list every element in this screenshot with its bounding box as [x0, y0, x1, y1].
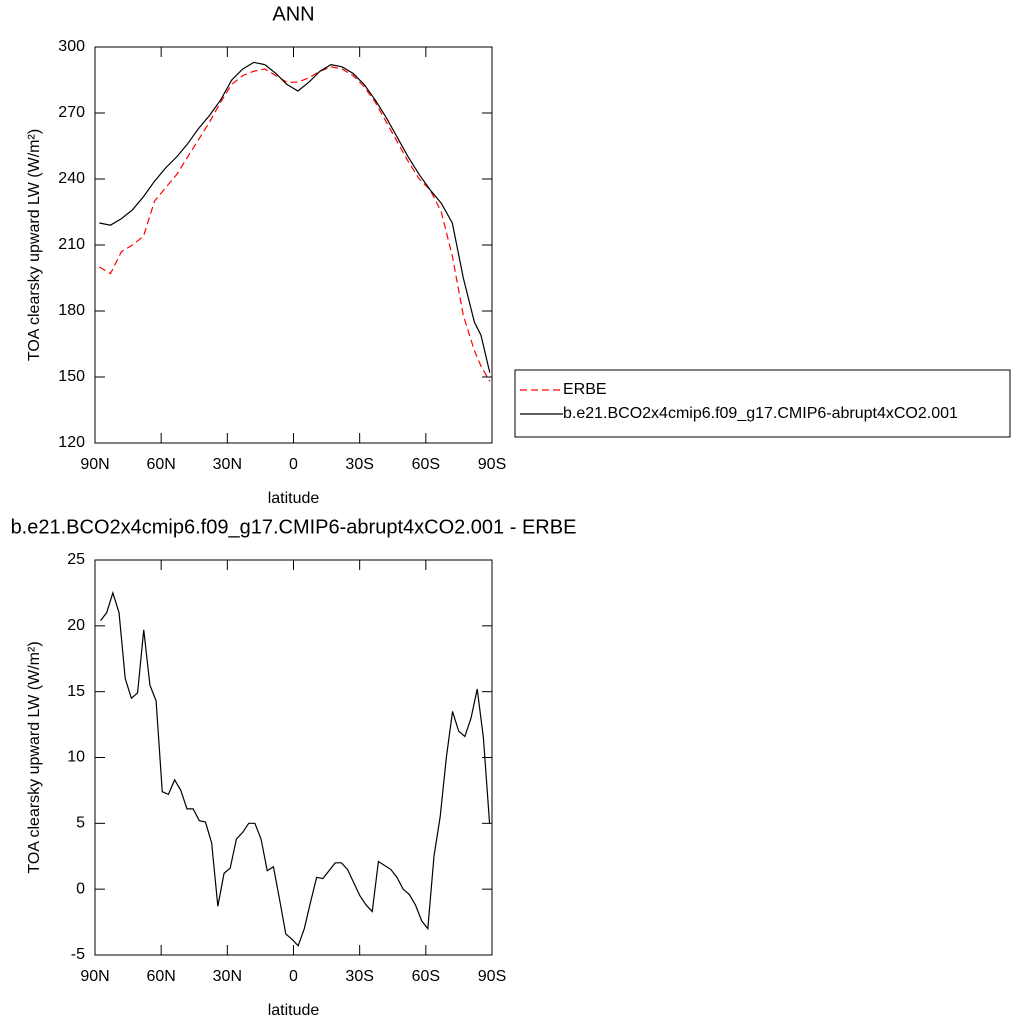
y-tick-label: 20 [67, 617, 85, 634]
chart-title: ANN [272, 3, 314, 25]
y-tick-label: 270 [58, 104, 85, 121]
x-tick-label: 30S [345, 456, 373, 473]
data-line [100, 590, 491, 947]
y-tick-label: 10 [67, 749, 85, 766]
plot-frame [94, 46, 493, 444]
x-tick-label: 0 [289, 456, 298, 473]
data-line [99, 61, 491, 373]
x-tick-label: 60S [412, 968, 440, 985]
y-tick-label: 240 [58, 170, 85, 187]
x-axis-label: latitude [268, 1002, 320, 1019]
y-tick-label: 25 [67, 551, 85, 568]
x-tick-label: 90N [80, 968, 109, 985]
x-tick-label: 60N [146, 456, 175, 473]
y-axis-label: TOA clearsky upward LW (W/m²) [26, 129, 43, 361]
x-tick-label: 60S [412, 456, 440, 473]
x-tick-label: 30N [213, 968, 242, 985]
y-tick-label: 150 [58, 368, 85, 385]
y-axis-label: TOA clearsky upward LW (W/m²) [26, 641, 43, 873]
legend: ERBE b.e21.BCO2x4cmip6.f09_g17.CMIP6-abru… [514, 369, 1011, 438]
x-axis-label: latitude [268, 490, 320, 507]
legend-box [514, 369, 1011, 438]
plot-frame [94, 559, 493, 956]
x-tick-label: 30N [213, 456, 242, 473]
y-tick-label: 120 [58, 434, 85, 451]
legend-label: b.e21.BCO2x4cmip6.f09_g17.CMIP6-abrupt4x… [563, 405, 958, 422]
chart-title: b.e21.BCO2x4cmip6.f09_g17.CMIP6-abrupt4x… [11, 516, 577, 538]
y-tick-label: 0 [76, 880, 85, 897]
x-tick-label: 30S [345, 968, 373, 985]
x-tick-label: 90S [478, 456, 506, 473]
y-tick-label: 180 [58, 302, 85, 319]
y-tick-label: 5 [76, 815, 85, 832]
legend-label: ERBE [563, 381, 607, 398]
y-tick-label: 210 [58, 236, 85, 253]
x-tick-label: 90N [80, 456, 109, 473]
y-tick-label: 300 [58, 38, 85, 55]
y-tick-label: 15 [67, 683, 85, 700]
y-tick-label: -5 [71, 946, 85, 963]
data-line [99, 66, 491, 382]
x-tick-label: 90S [478, 968, 506, 985]
x-tick-label: 0 [289, 968, 298, 985]
x-tick-label: 60N [146, 968, 175, 985]
